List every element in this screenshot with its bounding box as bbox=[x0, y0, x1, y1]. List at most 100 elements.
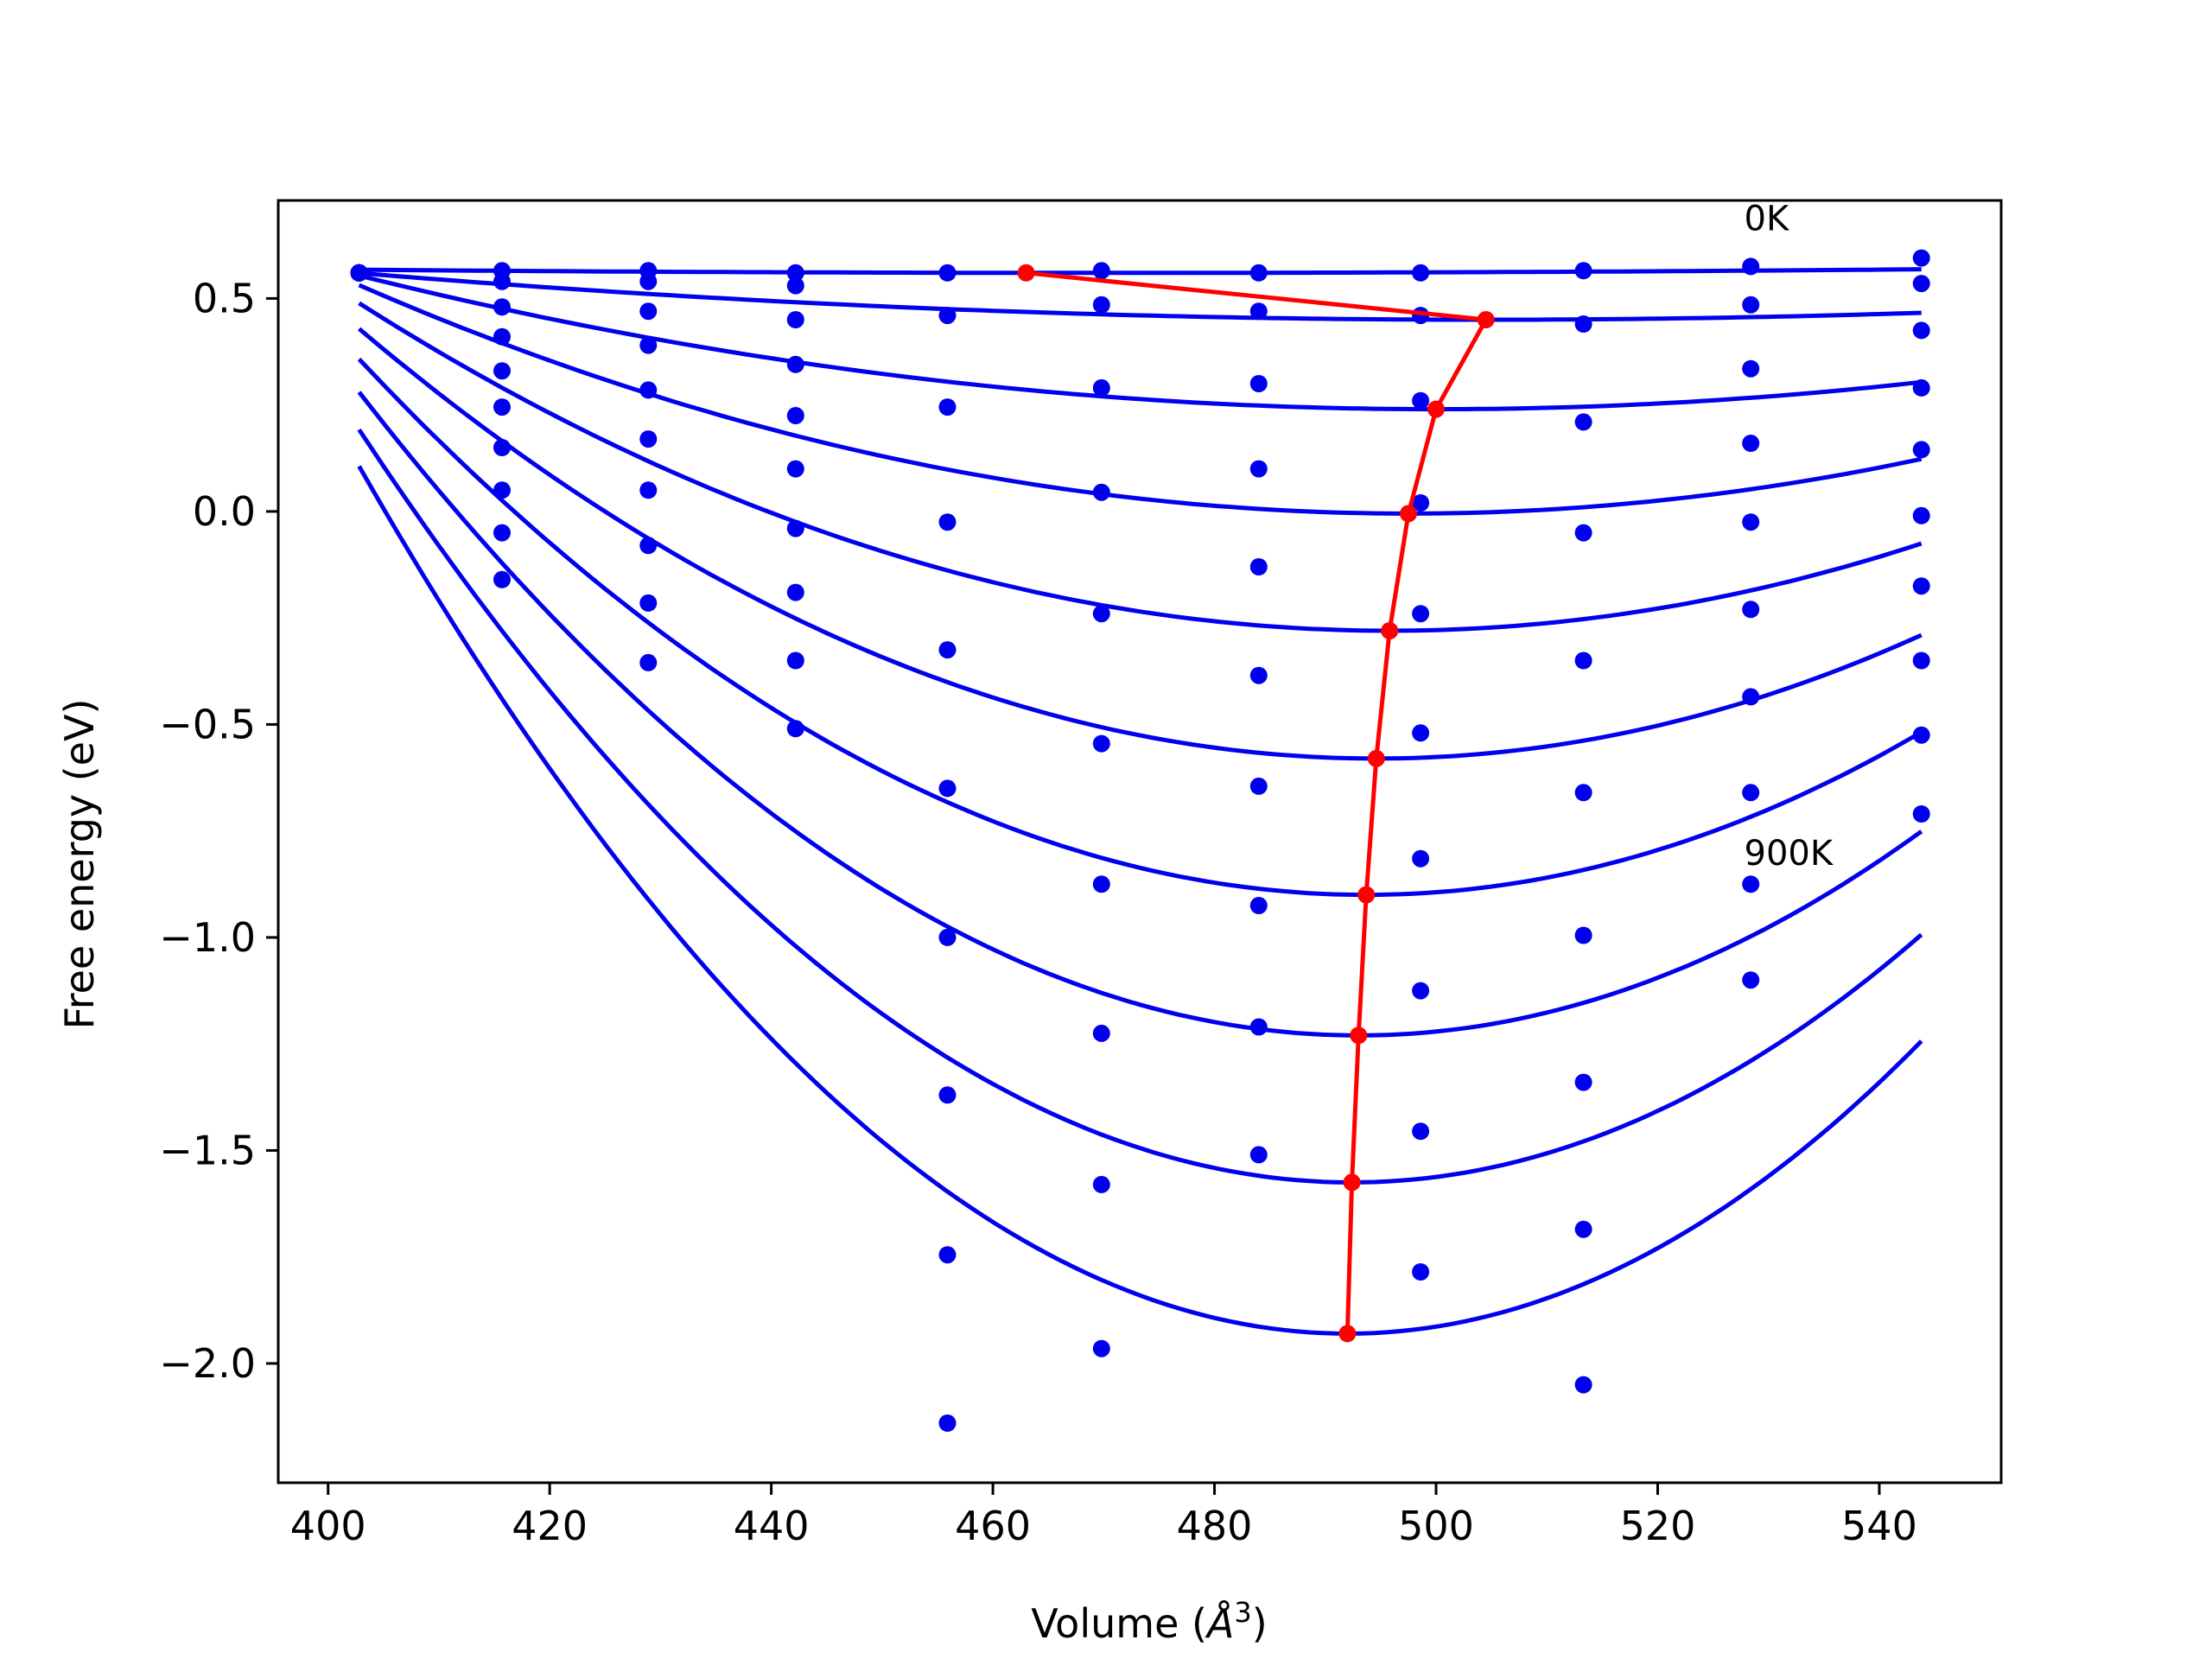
data-point-s9-4 bbox=[938, 1414, 957, 1432]
data-point-s6-5 bbox=[1092, 875, 1110, 893]
minimum-point-1 bbox=[1477, 311, 1495, 328]
data-point-s3-4 bbox=[938, 513, 957, 531]
data-point-s1-3 bbox=[786, 276, 804, 295]
minimum-point-5 bbox=[1367, 749, 1385, 767]
y-axis-label: Free energy (eV) bbox=[56, 699, 103, 1030]
data-point-s1-6 bbox=[1249, 302, 1268, 321]
data-point-s8-8 bbox=[1574, 1220, 1592, 1238]
fit-curve-9 bbox=[357, 465, 1923, 1336]
data-point-s2-10 bbox=[1912, 321, 1930, 340]
fit-curve-0 bbox=[359, 267, 1922, 276]
data-point-s7-9 bbox=[1742, 784, 1760, 802]
minimum-point-0 bbox=[1017, 264, 1035, 282]
data-point-s7-2 bbox=[639, 537, 658, 555]
data-point-s2-4 bbox=[938, 398, 957, 416]
data-point-s6-3 bbox=[786, 519, 804, 537]
data-point-s8-3 bbox=[786, 652, 804, 670]
data-point-s3-7 bbox=[1412, 494, 1430, 512]
plot-area: 0K 900K bbox=[350, 200, 1930, 1432]
data-point-s8-5 bbox=[1092, 1175, 1110, 1193]
data-point-s6-8 bbox=[1574, 926, 1592, 944]
data-point-s4-5 bbox=[1092, 605, 1110, 623]
minimum-point-4 bbox=[1381, 622, 1399, 639]
data-point-s9-3 bbox=[786, 720, 804, 738]
data-point-s2-6 bbox=[1249, 375, 1268, 392]
data-point-s3-10 bbox=[1912, 378, 1930, 397]
minimum-point-7 bbox=[1350, 1027, 1368, 1045]
data-point-s8-6 bbox=[1249, 1018, 1268, 1036]
data-point-s4-10 bbox=[1912, 441, 1930, 459]
data-point-s9-6 bbox=[1249, 1146, 1268, 1164]
y-tick-label-2: −0.5 bbox=[159, 701, 256, 747]
data-point-s8-4 bbox=[938, 1246, 957, 1264]
data-point-s9-10 bbox=[1912, 805, 1930, 823]
fit-curve-6 bbox=[357, 357, 1923, 898]
data-point-s2-8 bbox=[1574, 413, 1592, 431]
data-point-s4-9 bbox=[1742, 513, 1760, 531]
data-point-s0-3 bbox=[786, 264, 804, 282]
x-tick-label-1: 420 bbox=[512, 1503, 588, 1549]
data-point-s3-1 bbox=[493, 327, 511, 346]
data-point-s2-7 bbox=[1412, 391, 1430, 410]
minimum-point-2 bbox=[1427, 400, 1445, 418]
data-point-s0-8 bbox=[1574, 262, 1592, 280]
data-point-s7-7 bbox=[1412, 982, 1430, 1000]
data-point-s7-1 bbox=[493, 481, 511, 499]
data-point-s6-9 bbox=[1742, 688, 1760, 706]
x-tick-label-5: 500 bbox=[1398, 1503, 1474, 1549]
data-point-s7-8 bbox=[1574, 1073, 1592, 1091]
data-point-s0-9 bbox=[1742, 257, 1760, 276]
data-point-s5-1 bbox=[493, 398, 511, 416]
data-point-s1-4 bbox=[938, 307, 957, 325]
fit-curve-5 bbox=[357, 327, 1923, 761]
data-point-s5-6 bbox=[1249, 666, 1268, 684]
data-point-s5-8 bbox=[1574, 784, 1592, 802]
y-tick-label-1: 0.0 bbox=[193, 488, 256, 535]
data-point-s6-1 bbox=[493, 439, 511, 456]
fit-curve-7 bbox=[357, 391, 1923, 1038]
data-point-s6-6 bbox=[1249, 777, 1268, 795]
data-point-s4-7 bbox=[1412, 605, 1430, 623]
data-point-s7-6 bbox=[1249, 897, 1268, 914]
data-point-s1-2 bbox=[639, 272, 658, 290]
data-point-s4-6 bbox=[1249, 558, 1268, 575]
fit-curve-2 bbox=[358, 273, 1922, 412]
data-point-s8-10 bbox=[1912, 726, 1930, 744]
data-point-s1-5 bbox=[1092, 296, 1110, 314]
data-point-s3-9 bbox=[1742, 435, 1760, 452]
y-tick-label-5: −2.0 bbox=[159, 1340, 256, 1387]
data-point-s3-5 bbox=[1092, 483, 1110, 501]
data-point-s8-9 bbox=[1742, 875, 1760, 893]
data-point-s3-2 bbox=[639, 336, 658, 354]
data-point-s1-1 bbox=[493, 272, 511, 290]
data-point-s5-2 bbox=[639, 430, 658, 448]
data-point-s6-10 bbox=[1912, 577, 1930, 595]
data-point-s6-2 bbox=[639, 481, 658, 499]
data-point-s0-4 bbox=[938, 264, 957, 282]
data-point-s7-10 bbox=[1912, 652, 1930, 670]
data-point-s3-8 bbox=[1574, 524, 1592, 542]
data-point-s9-2 bbox=[639, 653, 658, 671]
fit-curve-3 bbox=[358, 283, 1923, 516]
x-tick-label-4: 480 bbox=[1177, 1503, 1253, 1549]
data-point-s5-7 bbox=[1412, 724, 1430, 742]
x-tick-label-6: 520 bbox=[1620, 1503, 1696, 1549]
axes: 400 420 440 460 480 500 520 540 0.5 0.0 −0.5 −1.0 −1… bbox=[159, 199, 2003, 1549]
x-tick-label-2: 440 bbox=[734, 1503, 810, 1549]
data-point-s3-6 bbox=[1249, 460, 1268, 478]
data-point-s7-5 bbox=[1092, 1024, 1110, 1042]
y-tick-label-4: −1.5 bbox=[159, 1127, 256, 1173]
fit-curve-4 bbox=[358, 301, 1923, 633]
data-point-s6-4 bbox=[938, 928, 957, 946]
data-point-s5-3 bbox=[786, 460, 804, 478]
minimum-point-9 bbox=[1338, 1325, 1357, 1343]
data-point-s4-1 bbox=[493, 362, 511, 380]
data-point-s1-9 bbox=[1742, 296, 1760, 314]
plot-frame bbox=[276, 199, 2003, 1484]
x-tick-label-7: 540 bbox=[1841, 1503, 1917, 1549]
x-tick-label-0: 400 bbox=[290, 1503, 366, 1549]
data-point-s1-8 bbox=[1574, 315, 1592, 333]
data-point-s0-6 bbox=[1249, 264, 1268, 282]
data-point-s2-3 bbox=[786, 311, 804, 328]
